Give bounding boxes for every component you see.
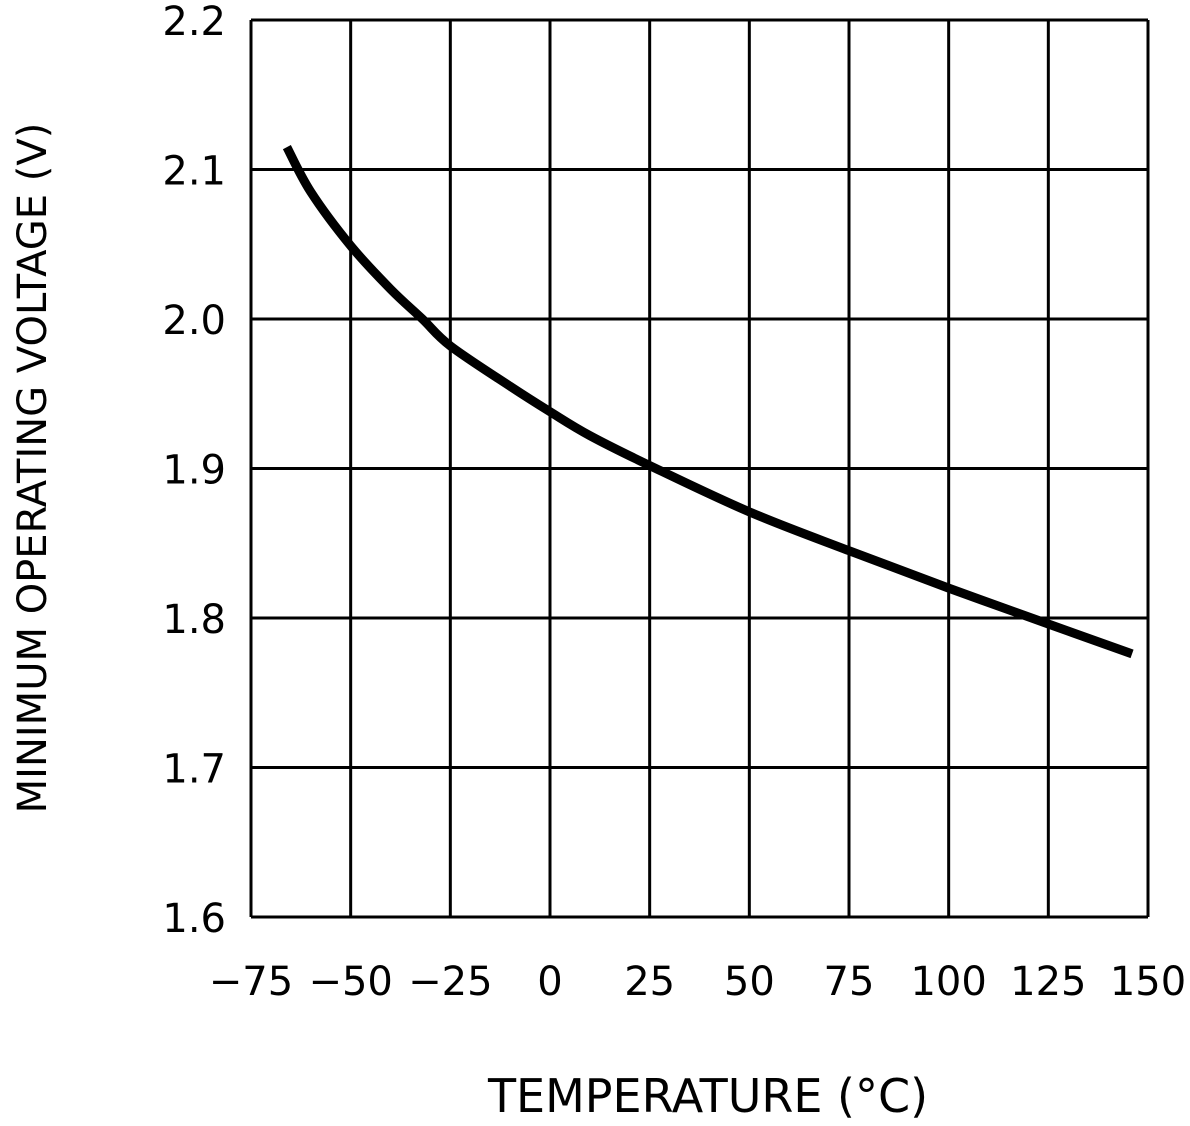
y-axis-label: MINIMUM OPERATING VOLTAGE (V) xyxy=(10,123,56,814)
x-tick-label: 50 xyxy=(724,959,775,1005)
x-tick-label: 75 xyxy=(824,959,875,1005)
x-tick-label: 125 xyxy=(1010,959,1086,1005)
y-tick-label: 1.8 xyxy=(162,597,226,643)
x-axis-label: TEMPERATURE (°C) xyxy=(487,1069,928,1121)
y-tick-label: 1.7 xyxy=(162,747,226,793)
y-tick-label: 1.9 xyxy=(162,448,226,494)
y-tick-label: 2.2 xyxy=(162,0,226,45)
y-tick-label: 2.1 xyxy=(162,149,226,195)
series-line xyxy=(282,144,1134,659)
x-tick-label: −25 xyxy=(408,959,492,1005)
x-tick-label: −50 xyxy=(308,959,392,1005)
x-tick-label: 25 xyxy=(624,959,675,1005)
y-tick-label: 1.6 xyxy=(162,896,226,942)
x-tick-label: 100 xyxy=(910,959,986,1005)
x-tick-label: 150 xyxy=(1110,959,1186,1005)
y-tick-label: 2.0 xyxy=(162,298,226,344)
x-tick-label: 0 xyxy=(537,959,562,1005)
x-tick-label: −75 xyxy=(209,959,293,1005)
